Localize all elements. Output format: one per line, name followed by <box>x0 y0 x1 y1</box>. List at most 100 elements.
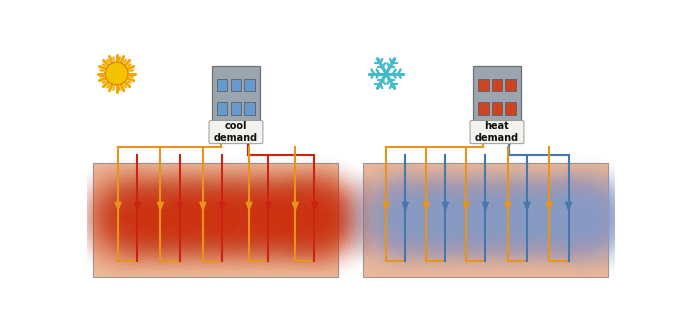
Circle shape <box>296 188 356 248</box>
Circle shape <box>549 197 588 238</box>
Circle shape <box>195 183 265 253</box>
Circle shape <box>101 192 151 243</box>
Circle shape <box>353 175 438 260</box>
Circle shape <box>108 200 143 235</box>
Circle shape <box>521 205 547 230</box>
Circle shape <box>297 215 301 220</box>
Circle shape <box>249 203 279 233</box>
Circle shape <box>308 200 344 235</box>
Circle shape <box>464 183 534 253</box>
Circle shape <box>390 177 470 258</box>
Circle shape <box>489 172 579 263</box>
Circle shape <box>222 210 237 225</box>
Circle shape <box>111 203 141 233</box>
Polygon shape <box>292 202 298 210</box>
Circle shape <box>242 195 287 240</box>
Circle shape <box>420 208 440 228</box>
Circle shape <box>128 185 193 250</box>
Circle shape <box>247 200 282 235</box>
Circle shape <box>185 208 206 228</box>
Circle shape <box>224 177 305 258</box>
Circle shape <box>565 188 625 248</box>
Circle shape <box>115 172 206 263</box>
Circle shape <box>526 175 611 260</box>
Circle shape <box>105 197 146 238</box>
Circle shape <box>162 185 227 250</box>
Circle shape <box>256 175 342 260</box>
Circle shape <box>86 177 166 258</box>
Circle shape <box>429 183 500 253</box>
Circle shape <box>202 190 258 245</box>
Polygon shape <box>200 202 206 210</box>
Circle shape <box>427 180 502 255</box>
Circle shape <box>536 185 601 250</box>
Circle shape <box>170 192 220 243</box>
Circle shape <box>455 208 475 228</box>
Circle shape <box>477 195 522 240</box>
Circle shape <box>289 208 309 228</box>
Circle shape <box>551 172 640 263</box>
Circle shape <box>432 185 497 250</box>
Circle shape <box>227 215 232 220</box>
Circle shape <box>560 183 631 253</box>
Circle shape <box>180 203 210 233</box>
Circle shape <box>495 213 504 223</box>
Circle shape <box>427 215 432 220</box>
Circle shape <box>417 205 443 230</box>
Text: cool
demand: cool demand <box>214 121 258 143</box>
FancyBboxPatch shape <box>506 102 516 115</box>
Circle shape <box>373 195 418 240</box>
Circle shape <box>546 195 591 240</box>
Circle shape <box>425 213 435 223</box>
Circle shape <box>118 175 203 260</box>
Circle shape <box>484 203 514 233</box>
Circle shape <box>214 203 245 233</box>
Circle shape <box>205 192 255 243</box>
FancyBboxPatch shape <box>470 121 524 144</box>
FancyBboxPatch shape <box>506 79 516 91</box>
Circle shape <box>571 192 621 243</box>
Circle shape <box>532 215 536 220</box>
Circle shape <box>556 205 581 230</box>
Circle shape <box>262 215 267 220</box>
Circle shape <box>390 213 400 223</box>
FancyBboxPatch shape <box>93 163 338 277</box>
Circle shape <box>155 213 166 223</box>
Circle shape <box>504 188 564 248</box>
Circle shape <box>563 185 628 250</box>
Circle shape <box>143 200 178 235</box>
Circle shape <box>301 192 351 243</box>
Circle shape <box>472 190 527 245</box>
Circle shape <box>293 185 359 250</box>
Circle shape <box>151 208 171 228</box>
Circle shape <box>284 203 314 233</box>
Circle shape <box>279 197 319 238</box>
Circle shape <box>281 172 371 263</box>
Circle shape <box>383 205 408 230</box>
Circle shape <box>466 185 532 250</box>
Circle shape <box>192 180 267 255</box>
Circle shape <box>474 192 524 243</box>
Circle shape <box>185 172 275 263</box>
Circle shape <box>526 210 541 225</box>
Circle shape <box>292 210 307 225</box>
Circle shape <box>575 197 616 238</box>
Circle shape <box>423 210 438 225</box>
Circle shape <box>311 203 341 233</box>
Circle shape <box>158 215 163 220</box>
Circle shape <box>266 185 332 250</box>
Circle shape <box>457 175 542 260</box>
Circle shape <box>254 208 275 228</box>
Polygon shape <box>402 202 408 210</box>
Circle shape <box>380 203 410 233</box>
Circle shape <box>323 215 329 220</box>
Circle shape <box>509 192 559 243</box>
Circle shape <box>442 195 487 240</box>
Circle shape <box>121 213 131 223</box>
Circle shape <box>371 192 421 243</box>
Circle shape <box>96 188 156 248</box>
Polygon shape <box>463 202 469 210</box>
Circle shape <box>234 188 295 248</box>
Circle shape <box>319 210 334 225</box>
Circle shape <box>123 215 128 220</box>
